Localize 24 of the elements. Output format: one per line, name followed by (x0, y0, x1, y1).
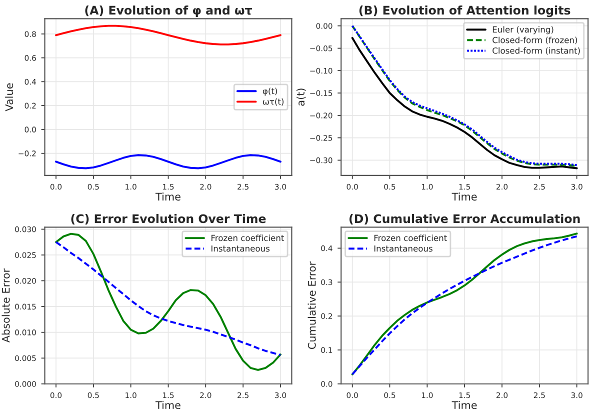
y-axis-title: Cumulative Error (308, 261, 316, 349)
legend-label: Frozen coefficient (374, 234, 447, 242)
legend-label: ωτ(t) (263, 98, 284, 106)
chart-title: (C) Error Evolution Over Time (71, 214, 266, 225)
chart-title: (B) Evolution of Attention logits (359, 6, 570, 18)
line-series (55, 241, 282, 356)
legend-label: φ(t) (262, 88, 278, 96)
x-axis-title: Time (452, 192, 477, 201)
x-axis-title: Time (155, 400, 180, 410)
line-series (55, 24, 282, 46)
legend-label: Instantaneous (212, 245, 270, 252)
y-axis-title: a(t) (296, 88, 306, 106)
legend-label: Closed-form (instant) (492, 47, 580, 55)
y-axis-title: Absolute Error (2, 268, 10, 343)
line-series (55, 154, 282, 170)
legend-label: Closed-form (frozen) (492, 36, 578, 44)
legend-label: Euler (varying) (492, 26, 554, 34)
x-axis-title: Time (452, 400, 477, 410)
y-axis-title: Value (5, 83, 14, 112)
x-axis-title: Time (155, 192, 180, 201)
legend-label: Frozen coefficient (212, 234, 284, 242)
legend-label: Instantaneous (374, 245, 432, 252)
chart-title: (A) Evolution of φ and ωτ (85, 6, 252, 17)
chart-title: (D) Cumulative Error Accumulation (349, 214, 580, 225)
